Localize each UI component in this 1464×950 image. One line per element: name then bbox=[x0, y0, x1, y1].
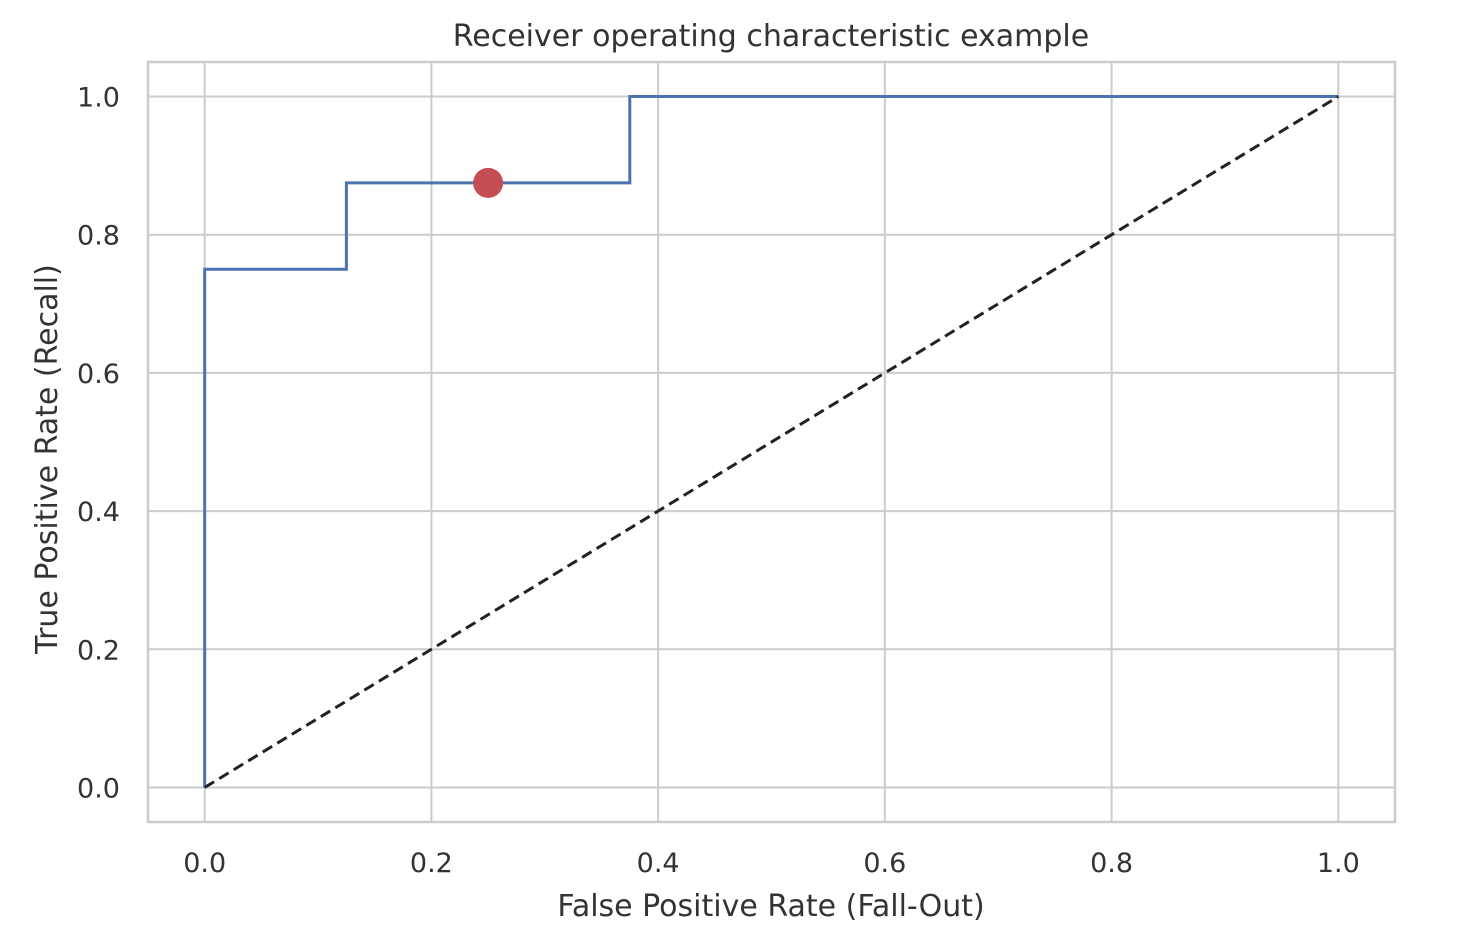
plot-series bbox=[203, 95, 1340, 789]
y-tick-label: 1.0 bbox=[77, 83, 120, 114]
chance-diagonal-line bbox=[203, 95, 1340, 789]
y-axis-label: True Positive Rate (Recall) bbox=[30, 264, 65, 655]
x-tick-label: 1.0 bbox=[1317, 848, 1360, 879]
y-tick-label: 0.6 bbox=[77, 359, 120, 390]
y-tick-label: 0.8 bbox=[77, 221, 120, 252]
x-axis-label: False Positive Rate (Fall-Out) bbox=[557, 889, 984, 924]
grid-lines bbox=[148, 62, 1395, 822]
chart-title: Receiver operating characteristic exampl… bbox=[453, 19, 1089, 54]
y-tick-labels: 0.0 0.2 0.4 0.6 0.8 1.0 bbox=[77, 83, 120, 805]
x-tick-label: 0.8 bbox=[1090, 848, 1133, 879]
x-tick-label: 0.6 bbox=[863, 848, 906, 879]
y-tick-label: 0.0 bbox=[77, 773, 120, 804]
y-tick-label: 0.2 bbox=[77, 635, 120, 666]
x-tick-label: 0.0 bbox=[183, 848, 226, 879]
x-tick-label: 0.4 bbox=[637, 848, 680, 879]
plot-frame bbox=[146, 60, 1397, 824]
y-tick-label: 0.4 bbox=[77, 497, 120, 528]
threshold-marker-point bbox=[473, 167, 504, 198]
x-tick-label: 0.2 bbox=[410, 848, 453, 879]
x-tick-labels: 0.0 0.2 0.4 0.6 0.8 1.0 bbox=[183, 848, 1360, 879]
roc-curve-line bbox=[203, 95, 1339, 788]
